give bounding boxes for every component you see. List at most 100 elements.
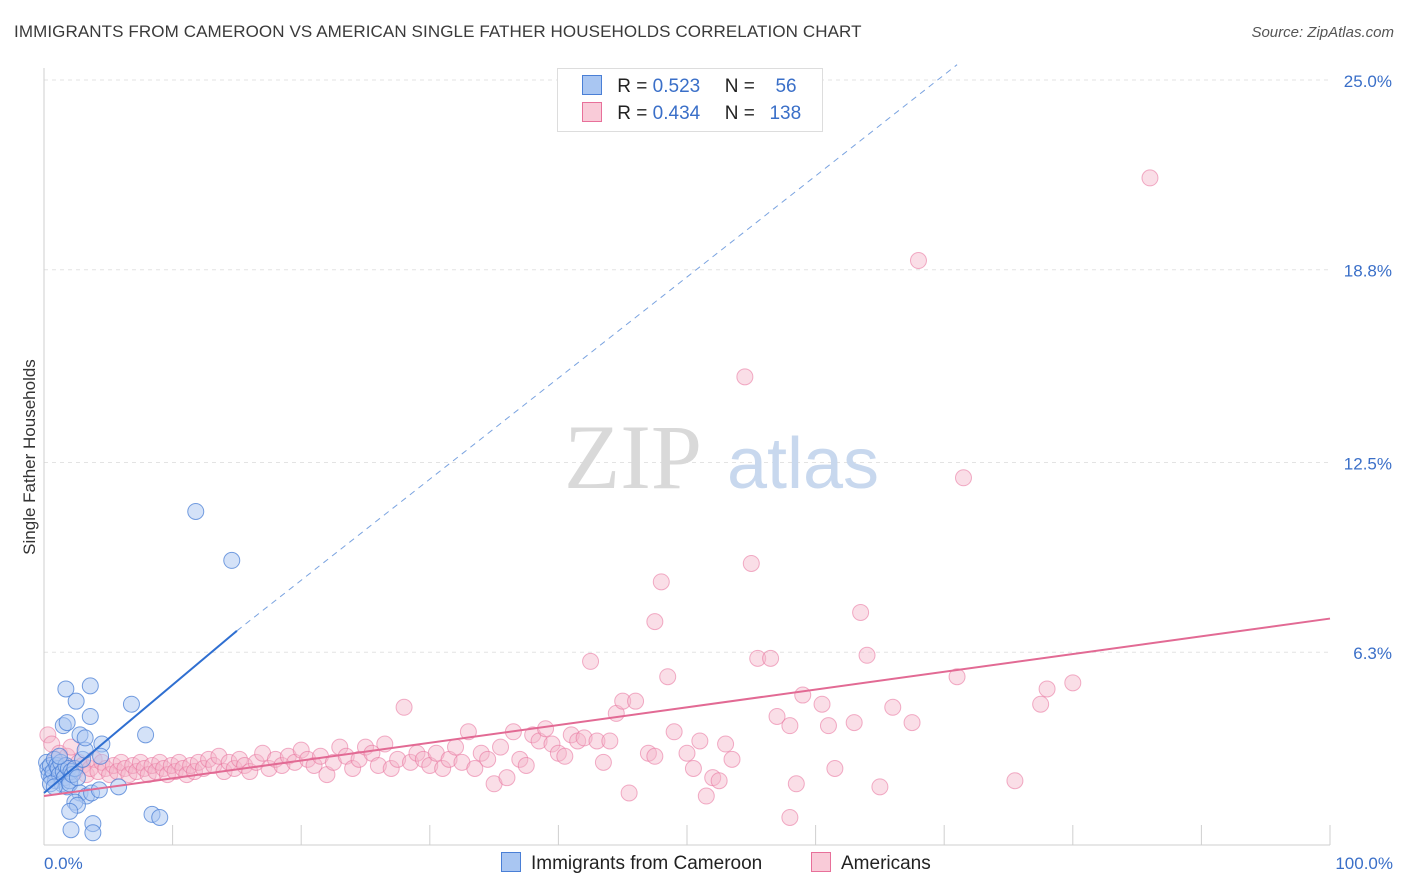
legend-r-value: 0.523	[652, 76, 701, 97]
y-tick-label: 18.8%	[1344, 262, 1392, 281]
cameroon-trend-line	[43, 630, 238, 794]
americans-point	[1141, 169, 1159, 187]
x-tick-label: 100.0%	[1335, 854, 1393, 873]
bottom-legend-swatch-pink	[811, 852, 831, 872]
americans-point	[447, 738, 465, 756]
correlation-legend: R = 0.523 N = 56 R = 0.434 N = 138	[557, 68, 823, 132]
americans-point	[852, 603, 870, 621]
americans-point	[1064, 674, 1082, 692]
americans-point	[742, 554, 760, 572]
americans-point	[954, 469, 972, 487]
americans-point	[845, 714, 863, 732]
cameroon-point	[81, 707, 99, 725]
americans-point	[402, 753, 420, 771]
americans-point	[382, 760, 400, 777]
americans-point	[749, 649, 767, 667]
cameroon-point	[58, 714, 76, 732]
y-tick-label: 12.5%	[1344, 455, 1392, 474]
cameroon-point	[81, 677, 99, 695]
americans-point	[826, 760, 844, 777]
americans-point	[723, 750, 741, 768]
legend-row-americans: R = 0.434 N = 138	[582, 102, 801, 126]
cameroon-trend-extension	[236, 64, 958, 632]
source-label: Source: ZipAtlas.com	[1251, 24, 1394, 41]
watermark: ZIP atlas	[564, 406, 879, 508]
americans-point	[498, 769, 516, 787]
cameroon-point	[187, 502, 205, 520]
americans-point	[594, 753, 612, 771]
americans-point	[1038, 680, 1056, 698]
americans-point	[684, 760, 702, 777]
americans-point	[588, 732, 606, 750]
americans-point	[871, 778, 889, 796]
americans-point	[646, 747, 664, 765]
americans-point	[884, 698, 902, 716]
americans-points	[39, 169, 1159, 826]
americans-point	[903, 714, 921, 732]
americans-point	[434, 760, 452, 777]
legend-swatch-blue	[582, 75, 602, 95]
cameroon-point	[137, 726, 155, 744]
cameroon-point	[84, 824, 102, 842]
americans-point	[395, 698, 413, 716]
americans-point	[614, 692, 632, 710]
cameroon-point	[122, 695, 140, 713]
cameroon-point	[62, 821, 80, 839]
americans-trend-line	[43, 617, 1331, 798]
bottom-legend-swatch-blue	[501, 852, 521, 872]
legend-n-label: N =	[724, 76, 755, 97]
cameroon-point	[50, 747, 68, 765]
americans-point	[794, 686, 812, 704]
americans-point	[543, 735, 561, 753]
americans-point	[1032, 695, 1050, 713]
cameroon-point	[223, 551, 241, 569]
cameroon-point	[67, 692, 85, 710]
americans-point	[697, 787, 715, 805]
cameroon-point	[45, 778, 63, 796]
axes	[43, 68, 1331, 846]
legend-r-label: R =	[617, 76, 648, 97]
americans-point	[781, 808, 799, 826]
americans-point	[762, 649, 780, 667]
y-axis-title: Single Father Households	[20, 359, 39, 555]
americans-point	[537, 720, 555, 738]
cameroon-point	[76, 729, 94, 747]
legend-n-value: 138	[769, 103, 802, 124]
americans-point	[768, 707, 786, 725]
americans-point	[717, 735, 735, 753]
americans-point	[659, 668, 677, 686]
americans-point	[479, 750, 497, 768]
americans-point	[646, 613, 664, 631]
x-tick-label: 0.0%	[44, 854, 83, 873]
cameroon-point	[92, 747, 110, 765]
americans-point	[678, 744, 696, 762]
americans-point	[813, 695, 831, 713]
americans-point	[948, 668, 966, 686]
bottom-legend-label: Immigrants from Cameroon	[531, 853, 763, 874]
americans-point	[517, 756, 535, 774]
americans-point	[858, 646, 876, 664]
americans-point	[466, 760, 484, 777]
americans-point	[459, 723, 477, 741]
legend-n-label: N =	[724, 103, 755, 124]
americans-point	[787, 775, 805, 793]
legend-row-cameroon: R = 0.523 N = 56	[582, 75, 797, 99]
bottom-legend-label: Americans	[841, 853, 931, 874]
americans-point	[562, 726, 580, 744]
bottom-legend-cameroon: Immigrants from Cameroon	[501, 852, 762, 875]
cameroon-point	[151, 808, 169, 826]
y-tick-label: 6.3%	[1353, 644, 1392, 663]
americans-point	[344, 760, 362, 777]
americans-point	[909, 252, 927, 270]
americans-point	[710, 772, 728, 790]
americans-point	[736, 368, 754, 386]
americans-point	[652, 573, 670, 591]
americans-point	[492, 738, 510, 756]
legend-r-label: R =	[617, 103, 648, 124]
americans-point	[665, 723, 683, 741]
americans-point	[556, 747, 574, 765]
legend-r-value: 0.434	[652, 103, 701, 124]
cameroon-points	[38, 502, 241, 842]
americans-point	[389, 750, 407, 768]
